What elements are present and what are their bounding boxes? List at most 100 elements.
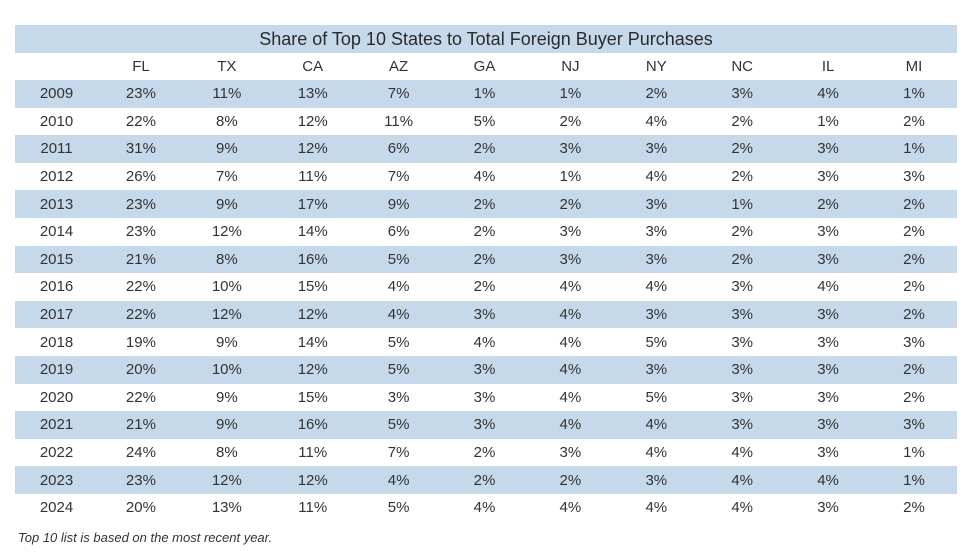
value-cell: 3% [817, 306, 839, 324]
year-cell: 2015 [39, 250, 74, 268]
value-cell: 9% [215, 195, 238, 213]
header-cell-mi: MI [905, 58, 923, 75]
header-cell-year [15, 53, 98, 80]
value-cell: 3% [817, 168, 839, 186]
value-cell: 11% [212, 85, 242, 103]
table-title: Share of Top 10 States to Total Foreign … [15, 25, 957, 53]
value-cell: 4% [731, 444, 754, 462]
value-cell: 4% [387, 278, 410, 296]
year-cell: 2020 [39, 388, 74, 406]
value-cell: 4% [645, 278, 668, 296]
value-cell: 3% [903, 168, 925, 186]
value-cell: 3% [903, 416, 925, 434]
year-cell: 2017 [39, 306, 74, 324]
table-row: 2023 23% 12% 12% 4% 2% 2% 3% 4% 4% 1% [15, 466, 957, 494]
value-cell: 7% [215, 168, 238, 186]
year-cell: 2022 [39, 444, 74, 462]
value-cell: 3% [817, 499, 839, 517]
year-cell: 2024 [39, 499, 74, 517]
value-cell: 2% [559, 195, 582, 213]
value-cell: 3% [731, 306, 754, 324]
value-cell: 16% [297, 250, 328, 268]
value-cell: 3% [731, 333, 754, 351]
value-cell: 20% [125, 361, 156, 379]
table-row: 2015 21% 8% 16% 5% 2% 3% 3% 2% 3% 2% [15, 245, 957, 274]
value-cell: 3% [473, 416, 496, 434]
value-cell: 4% [559, 278, 582, 296]
value-cell: 23% [125, 471, 156, 489]
value-cell: 2% [903, 112, 925, 130]
value-cell: 2% [903, 306, 925, 324]
value-cell: 2% [903, 388, 925, 406]
value-cell: 17% [297, 195, 328, 213]
value-cell: 16% [297, 416, 328, 434]
value-cell: 5% [473, 112, 496, 130]
value-cell: 20% [125, 499, 156, 517]
value-cell: 9% [215, 140, 238, 158]
value-cell: 2% [473, 250, 496, 268]
table-row: 2009 23% 11% 13% 7% 1% 1% 2% 3% 4% 1% [15, 80, 957, 108]
table-row: 2013 23% 9% 17% 9% 2% 2% 3% 1% 2% 2% [15, 190, 957, 218]
value-cell: 4% [817, 278, 839, 296]
value-cell: 4% [559, 416, 582, 434]
value-cell: 3% [645, 250, 668, 268]
value-cell: 3% [817, 223, 839, 241]
value-cell: 9% [387, 195, 410, 213]
value-cell: 3% [731, 416, 754, 434]
value-cell: 1% [473, 85, 496, 103]
value-cell: 10% [211, 361, 242, 379]
value-cell: 4% [559, 306, 582, 324]
value-cell: 2% [559, 471, 582, 489]
value-cell: 4% [645, 112, 668, 130]
value-cell: 11% [298, 168, 328, 186]
value-cell: 12% [211, 471, 242, 489]
table-row: 2016 22% 10% 15% 4% 2% 4% 4% 3% 4% 2% [15, 273, 957, 301]
value-cell: 1% [731, 195, 754, 213]
value-cell: 12% [211, 306, 242, 324]
header-cell-nj: NJ [561, 58, 580, 75]
value-cell: 3% [731, 85, 754, 103]
value-cell: 4% [473, 499, 496, 517]
header-cell-il: IL [821, 58, 835, 75]
table-row: 2020 22% 9% 15% 3% 3% 4% 5% 3% 3% 2% [15, 383, 957, 412]
value-cell: 2% [817, 195, 839, 213]
year-cell: 2010 [39, 112, 74, 130]
value-cell: 5% [387, 250, 410, 268]
value-cell: 4% [473, 333, 496, 351]
value-cell: 12% [297, 112, 328, 130]
value-cell: 3% [817, 333, 839, 351]
value-cell: 12% [297, 361, 328, 379]
value-cell: 4% [645, 416, 668, 434]
value-cell: 4% [473, 168, 496, 186]
value-cell: 1% [903, 85, 925, 103]
value-cell: 4% [387, 471, 410, 489]
value-cell: 9% [215, 416, 238, 434]
year-cell: 2014 [39, 223, 74, 241]
value-cell: 12% [297, 471, 328, 489]
table-row: 2019 20% 10% 12% 5% 3% 4% 3% 3% 3% 2% [15, 355, 957, 384]
value-cell: 2% [903, 250, 925, 268]
value-cell: 11% [298, 499, 328, 517]
table-header: FL TX CA AZ GA NJ NY NC IL MI [15, 53, 957, 80]
value-cell: 4% [731, 471, 754, 489]
value-cell: 8% [215, 250, 238, 268]
value-cell: 3% [817, 388, 839, 406]
value-cell: 4% [559, 333, 582, 351]
value-cell: 23% [125, 85, 156, 103]
value-cell: 3% [817, 444, 839, 462]
value-cell: 2% [559, 112, 582, 130]
year-cell: 2018 [39, 333, 74, 351]
table-row: 2017 22% 12% 12% 4% 3% 4% 3% 3% 3% 2% [15, 300, 957, 329]
value-cell: 9% [215, 388, 238, 406]
value-cell: 2% [473, 278, 496, 296]
value-cell: 3% [817, 140, 839, 158]
value-cell: 23% [125, 223, 156, 241]
year-cell: 2011 [40, 140, 73, 158]
value-cell: 5% [387, 499, 410, 517]
header-cell-ny: NY [645, 58, 667, 75]
foreign-buyer-table-container: Share of Top 10 States to Total Foreign … [15, 25, 957, 522]
value-cell: 2% [731, 250, 754, 268]
value-cell: 2% [645, 85, 668, 103]
table-row: 2021 21% 9% 16% 5% 3% 4% 4% 3% 3% 3% [15, 411, 957, 439]
value-cell: 2% [473, 444, 496, 462]
